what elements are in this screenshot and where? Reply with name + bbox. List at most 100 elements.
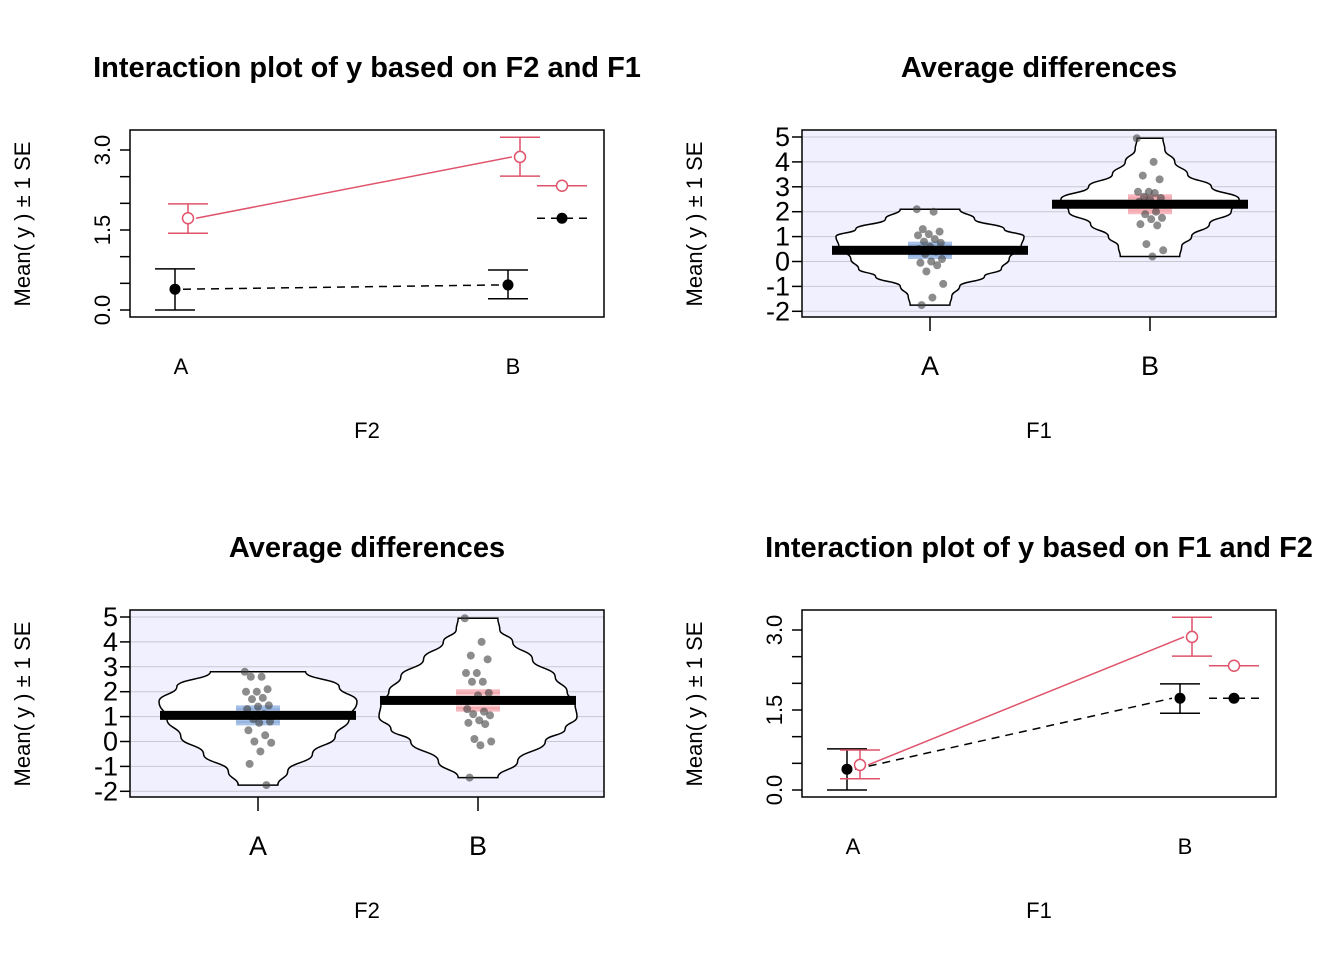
- series-line: [195, 156, 513, 220]
- data-point: [1159, 246, 1168, 255]
- data-point: [1149, 157, 1158, 166]
- y-tick-label: 0.0: [762, 775, 787, 806]
- data-point: [248, 695, 256, 704]
- mean-point: [853, 758, 867, 772]
- data-point: [927, 257, 936, 266]
- panel-top-left: Interaction plot of y based on F2 and F1…: [10, 52, 641, 443]
- data-point: [464, 718, 473, 727]
- data-point: [262, 781, 271, 790]
- x-tick-label: B: [1178, 834, 1193, 859]
- data-point: [918, 225, 927, 234]
- x-tick-label: B: [469, 831, 487, 861]
- data-point: [912, 205, 921, 214]
- data-point: [244, 726, 253, 735]
- data-point: [465, 773, 474, 782]
- plot-frame: [801, 609, 1277, 798]
- marginal-point: [556, 212, 568, 224]
- data-point: [1141, 210, 1150, 219]
- data-point: [463, 705, 472, 714]
- data-point: [1152, 207, 1160, 216]
- panel-title: Average differences: [229, 532, 505, 564]
- y-tick-label: 3: [775, 172, 790, 202]
- y-tick-label: 2: [775, 197, 790, 227]
- data-point: [1138, 171, 1147, 180]
- data-point: [1158, 213, 1166, 222]
- data-point: [242, 687, 250, 696]
- x-tick-label: A: [249, 831, 267, 861]
- data-point: [917, 301, 926, 310]
- data-point: [246, 672, 255, 681]
- data-point: [922, 267, 931, 276]
- y-tick-label: -2: [94, 776, 118, 806]
- data-point: [1148, 252, 1157, 261]
- data-point: [924, 230, 933, 239]
- y-tick-label: 0: [103, 727, 118, 757]
- data-point: [914, 231, 922, 240]
- x-axis-label: F1: [1026, 898, 1052, 923]
- data-point: [267, 738, 276, 747]
- x-tick-label: B: [506, 354, 521, 379]
- y-tick-label: 2: [103, 677, 118, 707]
- x-axis-label: F1: [1026, 418, 1052, 443]
- mean-bar: [380, 695, 576, 705]
- series-line: [182, 284, 501, 290]
- data-point: [1153, 221, 1162, 230]
- panel-title: Interaction plot of y based on F2 and F1: [93, 52, 641, 84]
- data-point: [469, 710, 478, 719]
- data-point: [240, 667, 249, 676]
- x-tick-label: A: [921, 351, 939, 381]
- data-point: [252, 687, 261, 696]
- mean-point: [841, 763, 853, 775]
- panel-top-right: Average differences F1 Mean( y ) ± 1 SE …: [682, 52, 1277, 443]
- data-point: [1136, 220, 1145, 229]
- y-axis-label: Mean( y ) ± 1 SE: [682, 142, 707, 307]
- data-point: [928, 293, 937, 302]
- data-point: [481, 720, 490, 729]
- marginal-point: [1228, 692, 1240, 704]
- panel-title: Average differences: [901, 52, 1177, 84]
- data-point: [1132, 134, 1141, 143]
- marginal-point: [1227, 659, 1241, 672]
- x-axis-label: F2: [354, 418, 380, 443]
- data-point: [255, 718, 264, 727]
- mean-bar: [1052, 199, 1248, 209]
- data-point: [476, 741, 485, 750]
- mean-point: [169, 283, 181, 295]
- data-point: [936, 238, 945, 247]
- data-point: [478, 677, 487, 686]
- x-axis-label: F2: [354, 898, 380, 923]
- data-point: [258, 693, 267, 702]
- plot-frame: [129, 129, 605, 318]
- y-tick-label: 5: [103, 602, 118, 632]
- data-point: [261, 731, 270, 740]
- data-point: [1150, 189, 1159, 198]
- y-tick-label: 0.0: [90, 295, 115, 326]
- series-line: [867, 636, 1185, 766]
- x-tick-label: A: [174, 354, 189, 379]
- y-axis-label: Mean( y ) ± 1 SE: [682, 622, 707, 787]
- data-point: [933, 261, 942, 270]
- y-tick-label: 3.0: [762, 615, 787, 646]
- data-point: [264, 701, 273, 710]
- series-line: [854, 697, 1173, 770]
- data-point: [483, 655, 492, 664]
- panel-bottom-right: Interaction plot of y based on F1 and F2…: [682, 532, 1313, 923]
- data-point: [250, 737, 259, 746]
- data-point: [475, 716, 484, 725]
- data-point: [470, 735, 479, 744]
- y-tick-label: 4: [775, 147, 790, 177]
- data-point: [929, 207, 938, 216]
- mean-bar: [160, 710, 356, 720]
- x-tick-label: B: [1141, 351, 1159, 381]
- y-tick-label: 3.0: [90, 135, 115, 166]
- data-point: [484, 688, 493, 697]
- data-point: [1140, 192, 1148, 201]
- marginal-point: [555, 179, 569, 192]
- data-point: [916, 258, 925, 267]
- data-point: [462, 669, 470, 678]
- x-tick-label: A: [846, 834, 861, 859]
- y-tick-label: -1: [94, 751, 118, 781]
- data-point: [480, 707, 488, 716]
- data-point: [254, 702, 262, 711]
- y-tick-label: -1: [766, 271, 790, 301]
